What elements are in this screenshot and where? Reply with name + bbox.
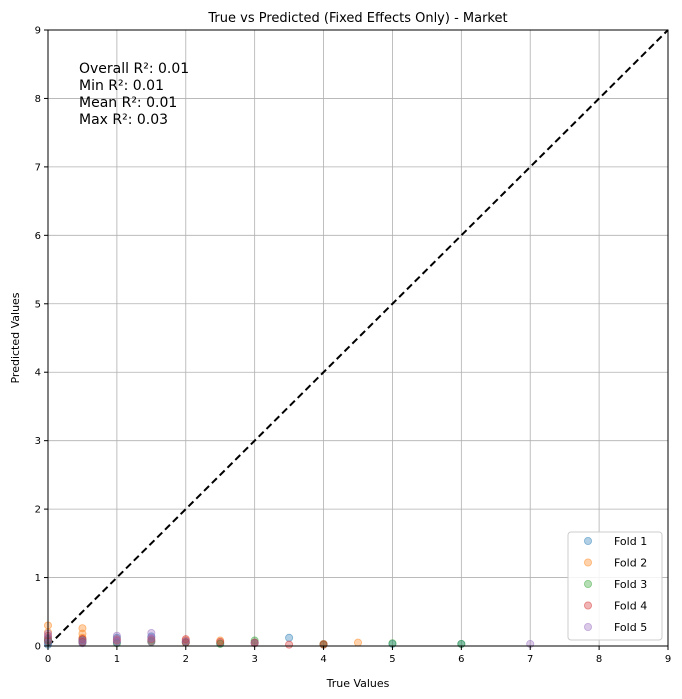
x-tick-label: 9 — [665, 654, 671, 665]
plot-frame — [47, 29, 669, 647]
legend-marker — [584, 601, 593, 610]
x-tick-label: 6 — [458, 654, 464, 665]
y-axis-label: Predicted Values — [9, 292, 22, 383]
legend-entries: Fold 1 Fold 2 Fold 3 Fold 4 Fold 5 — [584, 535, 647, 634]
legend-label: Fold 4 — [614, 600, 647, 613]
data-point — [78, 639, 87, 648]
legend-marker — [584, 580, 593, 589]
stats-annotation: Overall R²: 0.01 Min R²: 0.01 Mean R²: 0… — [79, 61, 189, 128]
legend-label: Fold 5 — [614, 621, 647, 634]
data-point — [250, 636, 259, 645]
x-tick-label: 3 — [251, 654, 257, 665]
data-point — [112, 635, 121, 644]
reference-line-group — [47, 29, 669, 647]
legend-marker — [584, 623, 593, 632]
x-tick-label: 7 — [527, 654, 533, 665]
x-axis-ticks: 0 1 2 3 4 5 6 7 8 9 — [45, 646, 671, 665]
data-point — [147, 633, 156, 642]
x-tick-label: 5 — [389, 654, 395, 665]
legend-label: Fold 3 — [614, 578, 647, 591]
x-tick-label: 2 — [183, 654, 189, 665]
x-tick-label: 0 — [45, 654, 51, 665]
y-tick-label: 0 — [35, 642, 41, 653]
annotation-mean-r2: Mean R²: 0.01 — [79, 95, 177, 111]
data-point — [181, 637, 190, 646]
data-point — [216, 637, 225, 646]
x-tick-label: 1 — [114, 654, 120, 665]
y-tick-label: 2 — [35, 505, 41, 516]
data-point — [147, 637, 156, 646]
x-axis-label: True Values — [326, 677, 390, 690]
legend-marker — [584, 537, 593, 546]
data-point — [78, 636, 87, 645]
x-tick-label: 4 — [320, 654, 326, 665]
legend: Fold 1 Fold 2 Fold 3 Fold 4 Fold 5 — [567, 531, 663, 641]
y-tick-label: 9 — [35, 26, 41, 37]
chart-title: True vs Predicted (Fixed Effects Only) -… — [207, 11, 507, 26]
legend-box — [567, 531, 663, 641]
data-point — [353, 638, 362, 647]
y-tick-label: 8 — [35, 94, 41, 105]
data-point — [285, 633, 294, 642]
data-point — [285, 640, 294, 649]
annotation-overall-r2: Overall R²: 0.01 — [79, 61, 189, 77]
x-tick-label: 8 — [596, 654, 602, 665]
annotation-min-r2: Min R²: 0.01 — [79, 78, 164, 94]
legend-label: Fold 1 — [614, 535, 647, 548]
data-point — [112, 637, 121, 646]
annotation-max-r2: Max R²: 0.03 — [79, 112, 168, 128]
y-tick-label: 1 — [35, 573, 41, 584]
reference-line — [47, 29, 669, 647]
legend-label: Fold 2 — [614, 557, 647, 570]
y-tick-label: 7 — [35, 162, 41, 173]
data-point — [78, 624, 87, 633]
legend-marker — [584, 558, 593, 567]
y-tick-label: 6 — [35, 231, 41, 242]
y-tick-label: 5 — [35, 299, 41, 310]
y-tick-label: 3 — [35, 436, 41, 447]
y-axis-ticks: 0 1 2 3 4 5 6 7 8 9 — [35, 26, 48, 653]
y-tick-label: 4 — [35, 368, 41, 379]
